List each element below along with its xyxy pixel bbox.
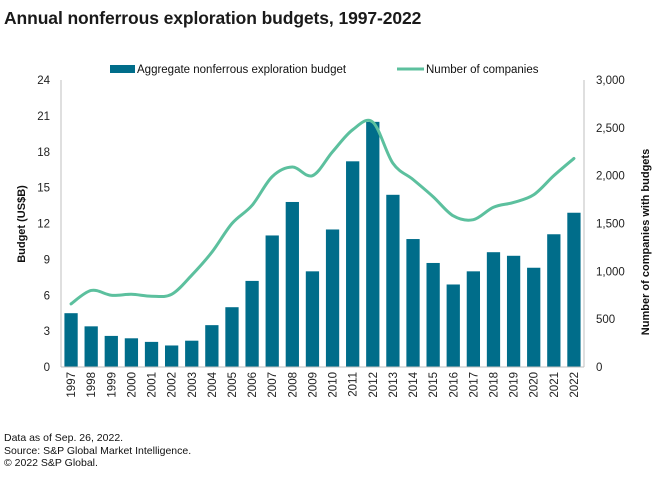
bar-2018	[486, 252, 501, 367]
y-axis-label: Budget (US$B)	[16, 185, 28, 263]
x-tick-label: 2005	[227, 372, 239, 398]
bar-1999	[104, 335, 118, 367]
x-tick-label: 2008	[287, 372, 299, 398]
y-tick-label: 6	[44, 290, 50, 302]
bar-2016	[446, 284, 460, 367]
x-tick-label: 2011	[348, 372, 360, 397]
x-tick-label: 2002	[167, 372, 179, 398]
y-tick-label: 15	[37, 183, 50, 195]
footer-notes: Data as of Sep. 26, 2022. Source: S&P Gl…	[4, 432, 191, 470]
x-tick-label: 1997	[66, 372, 78, 398]
bar-2003	[185, 340, 199, 367]
bar-2015	[426, 262, 440, 367]
companies-line	[69, 118, 576, 306]
x-tick-label: 2000	[126, 372, 138, 398]
footer-copyright: © 2022 S&P Global.	[4, 457, 98, 469]
legend-swatch-budget	[110, 65, 135, 73]
bar-2002	[164, 345, 179, 367]
y2-axis-label: Number of companies with budgets	[640, 149, 652, 335]
x-axis: 1997 1998 1999 2000 2001 2002 2003 2004 2005 2006…	[61, 366, 584, 398]
y-tick-label: 21	[37, 111, 50, 123]
x-tick-label: 2021	[549, 372, 561, 398]
legend-label-budget: Aggregate nonferrous exploration budget	[137, 64, 347, 76]
x-tick-label: 2016	[448, 372, 460, 398]
bar-2001	[144, 341, 159, 367]
chart-title: Annual nonferrous exploration budgets, 1…	[4, 8, 422, 28]
y2-tick-label: 1,500	[596, 219, 625, 231]
footer-data-date: Data as of Sep. 26, 2022.	[4, 432, 124, 444]
bar-2013	[386, 194, 400, 367]
legend: Aggregate nonferrous exploration budget …	[110, 64, 539, 76]
y-tick-label: 12	[37, 219, 50, 231]
x-tick-label: 2015	[428, 372, 440, 398]
x-tick-label: 2003	[187, 372, 199, 398]
right-axis: 0 500 1,000 1,500 2,000 2,500 3,000	[583, 75, 625, 374]
x-tick-label: 2012	[368, 372, 380, 398]
y-tick-label: 9	[44, 254, 50, 266]
x-tick-label: 2013	[388, 372, 400, 398]
bar-2021	[547, 234, 561, 367]
y2-tick-label: 2,000	[596, 171, 625, 183]
bar-2006	[245, 280, 259, 367]
x-tick-label: 1998	[86, 372, 98, 398]
bar-2007	[265, 235, 279, 367]
y2-tick-label: 2,500	[596, 123, 625, 135]
bar-series	[64, 121, 581, 368]
bar-2014	[406, 239, 420, 367]
bar-2011	[346, 161, 360, 367]
left-axis: 0 3 6 9 12 15 18 21 24	[37, 75, 62, 374]
line-series	[69, 118, 576, 306]
x-tick-label: 2018	[488, 372, 500, 398]
bar-2008	[285, 201, 299, 367]
x-tick-label: 2001	[147, 372, 159, 398]
y2-tick-label: 3,000	[596, 75, 625, 87]
bar-2020	[527, 267, 541, 367]
bar-2010	[325, 229, 340, 367]
x-tick-label: 2022	[569, 372, 581, 398]
bar-1997	[64, 313, 78, 367]
bar-1998	[84, 326, 98, 367]
x-tick-label: 2017	[468, 372, 480, 398]
y2-tick-label: 0	[596, 362, 602, 374]
bar-2022	[567, 212, 581, 367]
y2-tick-label: 1,000	[596, 266, 625, 278]
bar-2017	[466, 271, 481, 367]
x-tick-label: 1999	[106, 372, 118, 398]
x-tick-label: 2020	[529, 372, 541, 398]
x-tick-label: 2014	[408, 371, 420, 397]
y2-tick-label: 500	[596, 314, 615, 326]
bar-2000	[124, 338, 139, 367]
x-tick-label: 2007	[267, 372, 279, 398]
y-tick-label: 0	[44, 362, 50, 374]
footer-source: Source: S&P Global Market Intelligence.	[4, 444, 192, 457]
legend-label-companies: Number of companies	[426, 64, 539, 76]
bar-2004	[205, 325, 219, 367]
x-tick-label: 2009	[307, 372, 319, 398]
x-tick-label: 2006	[247, 372, 259, 398]
bar-2019	[506, 255, 521, 367]
bar-2009	[305, 271, 320, 367]
x-tick-label: 2019	[509, 372, 521, 398]
x-tick-label: 2010	[328, 372, 340, 398]
y-tick-label: 3	[44, 326, 50, 338]
y-tick-label: 18	[37, 147, 50, 159]
x-tick-label: 2004	[207, 371, 219, 397]
bar-2012	[366, 121, 380, 368]
bar-2005	[225, 307, 239, 367]
y-tick-label: 24	[37, 75, 50, 87]
